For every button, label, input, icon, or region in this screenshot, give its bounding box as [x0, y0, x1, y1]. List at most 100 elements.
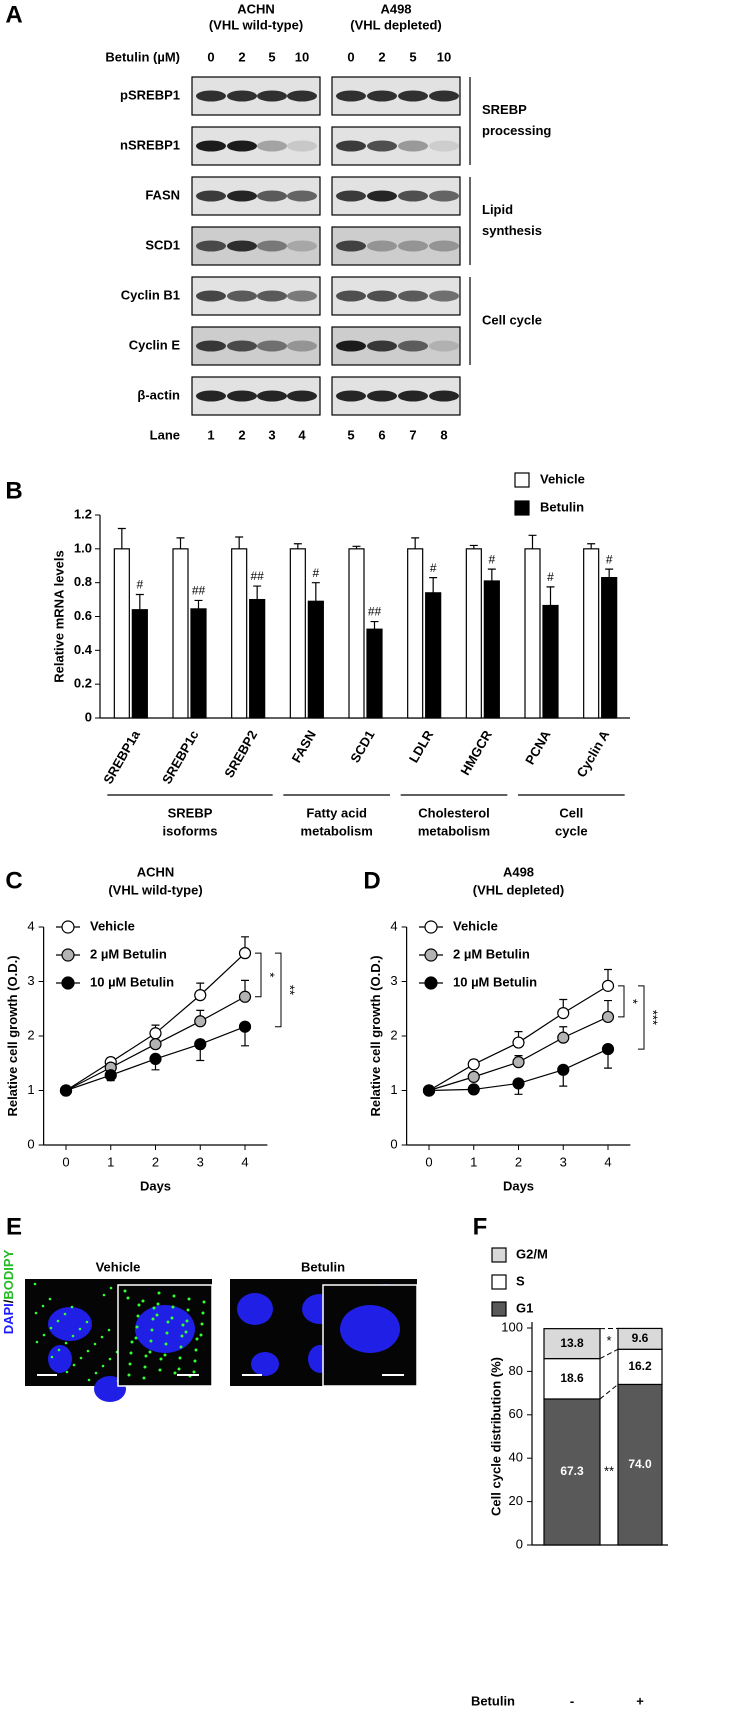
- data-point: [557, 1031, 570, 1044]
- bar: [425, 592, 442, 719]
- lane-number: 4: [298, 427, 306, 442]
- x-tick-label: 4: [241, 1154, 248, 1169]
- cell-line: ACHN: [237, 1, 275, 16]
- dose: 10: [437, 49, 451, 64]
- lipid-droplet: [163, 1353, 167, 1357]
- protein-label: Cyclin E: [129, 337, 181, 352]
- x-axis-label: Days: [503, 1178, 534, 1193]
- lipid-droplet: [199, 1333, 203, 1337]
- error-bar: [235, 536, 244, 549]
- band: [336, 240, 366, 252]
- band: [287, 140, 317, 152]
- y-tick-label: 0.8: [74, 574, 92, 589]
- lipid-droplet: [150, 1328, 154, 1332]
- band: [257, 340, 287, 352]
- data-point: [238, 990, 252, 1003]
- band: [287, 290, 317, 302]
- y-tick-label: 0.6: [74, 608, 92, 623]
- y-tick-label: 1: [390, 1082, 397, 1097]
- band: [287, 240, 317, 252]
- protein-label: pSREBP1: [120, 87, 180, 102]
- error-bar: [469, 544, 478, 549]
- cell-line: A498: [380, 1, 411, 16]
- protein-label: SCD1: [145, 237, 180, 252]
- band: [287, 390, 317, 402]
- bar: [172, 548, 189, 719]
- y-tick-label: 0.2: [74, 676, 92, 691]
- stain-part: DAPI: [1, 1303, 16, 1334]
- lipid-droplet: [57, 1348, 61, 1352]
- group-label: metabolism: [418, 823, 490, 838]
- lipid-droplet: [78, 1327, 82, 1331]
- legend-label: Vehicle: [540, 471, 585, 486]
- band: [367, 90, 397, 102]
- y-axis-label: Cell cycle distribution (%): [488, 1357, 503, 1516]
- dose: 5: [268, 49, 275, 64]
- significance-mark: **: [604, 1463, 614, 1478]
- lipid-droplet: [63, 1312, 67, 1316]
- y-tick-label: 40: [509, 1450, 523, 1465]
- dose: 2: [378, 49, 385, 64]
- nucleus: [48, 1345, 72, 1373]
- lipid-droplet: [102, 1293, 106, 1297]
- bar: [348, 548, 365, 719]
- lipid-droplet: [194, 1348, 198, 1352]
- significance-mark: #: [430, 561, 437, 575]
- legend-marker: [424, 948, 438, 962]
- group-label: Cholesterol: [418, 805, 490, 820]
- band: [227, 190, 257, 202]
- x-tick-label: FASN: [289, 728, 319, 766]
- value-label: 16.2: [628, 1359, 652, 1373]
- lipid-droplet: [178, 1356, 182, 1360]
- data-point: [238, 1020, 252, 1033]
- lipid-droplet: [86, 1349, 90, 1353]
- band: [429, 340, 459, 352]
- legend-marker: [61, 976, 75, 990]
- lipid-droplet: [172, 1294, 176, 1298]
- protein-label: FASN: [145, 187, 180, 202]
- group-label: metabolism: [301, 823, 373, 838]
- panel-letter: F: [473, 1213, 488, 1240]
- panel-letter: E: [6, 1213, 22, 1240]
- x-tick-label: SREBP1c: [159, 728, 202, 787]
- lipid-droplet: [85, 1320, 89, 1324]
- bar: [542, 604, 559, 719]
- lipid-droplet: [100, 1335, 104, 1339]
- bar: [307, 600, 324, 719]
- bar: [465, 548, 482, 719]
- lipid-droplet: [186, 1308, 190, 1312]
- band: [196, 340, 226, 352]
- legend-swatch: [491, 1274, 507, 1290]
- significance-mark: ***: [646, 1010, 661, 1025]
- legend-swatch: [514, 472, 530, 488]
- significance-bracket: [275, 952, 282, 1028]
- band: [336, 190, 366, 202]
- lipid-droplet: [184, 1330, 188, 1334]
- band: [257, 390, 287, 402]
- significance-mark: #: [547, 570, 554, 584]
- significance-mark: #: [312, 566, 319, 580]
- lipid-droplet: [201, 1311, 205, 1315]
- bar: [249, 598, 266, 719]
- bar: [601, 576, 618, 719]
- lipid-droplet: [142, 1376, 146, 1380]
- dose: 2: [238, 49, 245, 64]
- lipid-droplet: [72, 1363, 76, 1367]
- x-tick-label: SREBP2: [221, 728, 260, 781]
- band: [398, 190, 428, 202]
- y-tick-label: 0: [27, 1136, 34, 1151]
- data-point: [601, 979, 615, 992]
- chart-title: A498: [503, 864, 534, 879]
- lipid-droplet: [33, 1282, 37, 1286]
- legend-label: Vehicle: [453, 918, 498, 933]
- y-axis-label: Relative cell growth (O.D.): [5, 955, 20, 1116]
- band: [287, 190, 317, 202]
- legend-marker: [424, 920, 438, 934]
- significance-mark: ##: [250, 569, 264, 583]
- lipid-droplet: [79, 1356, 83, 1360]
- significance-bracket: [638, 985, 645, 1050]
- data-point: [512, 1077, 525, 1090]
- lipid-droplet: [149, 1339, 153, 1343]
- band: [196, 190, 226, 202]
